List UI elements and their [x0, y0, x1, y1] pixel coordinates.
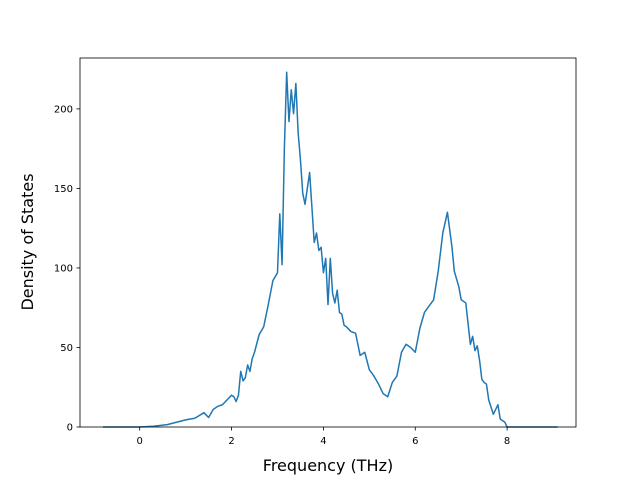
- x-tick-label: 8: [504, 436, 510, 447]
- y-tick-label: 100: [54, 263, 73, 274]
- x-tick-label: 4: [320, 436, 326, 447]
- y-axis-label: Density of States: [18, 173, 37, 310]
- y-axis-ticks: 0 50 100 150 200: [54, 104, 80, 434]
- plot-area: [102, 71, 558, 428]
- x-tick-label: 6: [412, 436, 418, 447]
- x-axis-label: Frequency (THz): [263, 456, 393, 475]
- x-tick-label: 0: [137, 436, 143, 447]
- x-tick-label: 2: [228, 436, 234, 447]
- y-tick-label: 0: [67, 423, 73, 434]
- plot-frame: [79, 57, 577, 428]
- y-tick-label: 150: [54, 184, 73, 195]
- series-line-0: [102, 71, 558, 428]
- y-tick-label: 50: [60, 343, 73, 354]
- x-axis-ticks: 0 2 4 6 8: [137, 427, 510, 447]
- y-tick-label: 200: [54, 104, 73, 115]
